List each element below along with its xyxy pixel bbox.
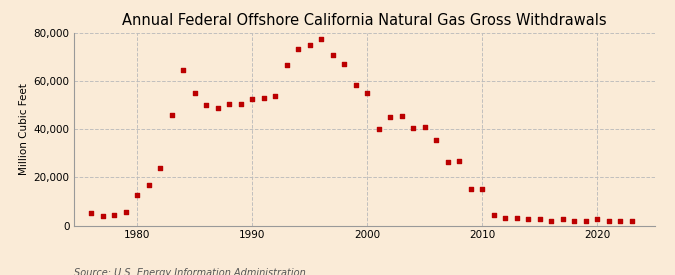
Point bbox=[569, 218, 580, 223]
Point bbox=[98, 214, 109, 218]
Point bbox=[603, 218, 614, 223]
Point bbox=[626, 218, 637, 223]
Point bbox=[373, 127, 384, 131]
Point bbox=[259, 96, 269, 100]
Point bbox=[592, 217, 603, 222]
Point bbox=[339, 62, 350, 67]
Point bbox=[109, 213, 120, 218]
Title: Annual Federal Offshore California Natural Gas Gross Withdrawals: Annual Federal Offshore California Natur… bbox=[122, 13, 607, 28]
Point bbox=[327, 53, 338, 57]
Y-axis label: Million Cubic Feet: Million Cubic Feet bbox=[19, 83, 29, 175]
Point bbox=[408, 126, 418, 130]
Point bbox=[535, 217, 545, 222]
Point bbox=[316, 37, 327, 41]
Point bbox=[580, 218, 591, 223]
Point bbox=[558, 217, 568, 222]
Point bbox=[350, 82, 361, 87]
Point bbox=[121, 210, 132, 214]
Point bbox=[270, 94, 281, 98]
Point bbox=[454, 158, 464, 163]
Text: Source: U.S. Energy Information Administration: Source: U.S. Energy Information Administ… bbox=[74, 268, 306, 275]
Point bbox=[512, 216, 522, 221]
Point bbox=[615, 218, 626, 223]
Point bbox=[546, 218, 557, 223]
Point bbox=[419, 125, 430, 129]
Point bbox=[281, 63, 292, 68]
Point bbox=[396, 114, 407, 118]
Point bbox=[190, 91, 200, 95]
Point bbox=[477, 187, 488, 192]
Point bbox=[86, 211, 97, 216]
Point bbox=[500, 216, 511, 221]
Point bbox=[144, 182, 155, 187]
Point bbox=[431, 138, 441, 142]
Point bbox=[236, 102, 246, 106]
Point bbox=[362, 91, 373, 95]
Point bbox=[466, 187, 477, 192]
Point bbox=[155, 166, 166, 170]
Point bbox=[523, 217, 534, 222]
Point bbox=[213, 105, 223, 110]
Point bbox=[167, 113, 178, 117]
Point bbox=[293, 46, 304, 51]
Point bbox=[442, 160, 453, 164]
Point bbox=[304, 43, 315, 47]
Point bbox=[247, 97, 258, 101]
Point bbox=[385, 115, 396, 119]
Point bbox=[132, 193, 143, 198]
Point bbox=[201, 103, 212, 107]
Point bbox=[489, 213, 500, 217]
Point bbox=[224, 102, 235, 106]
Point bbox=[178, 68, 189, 73]
